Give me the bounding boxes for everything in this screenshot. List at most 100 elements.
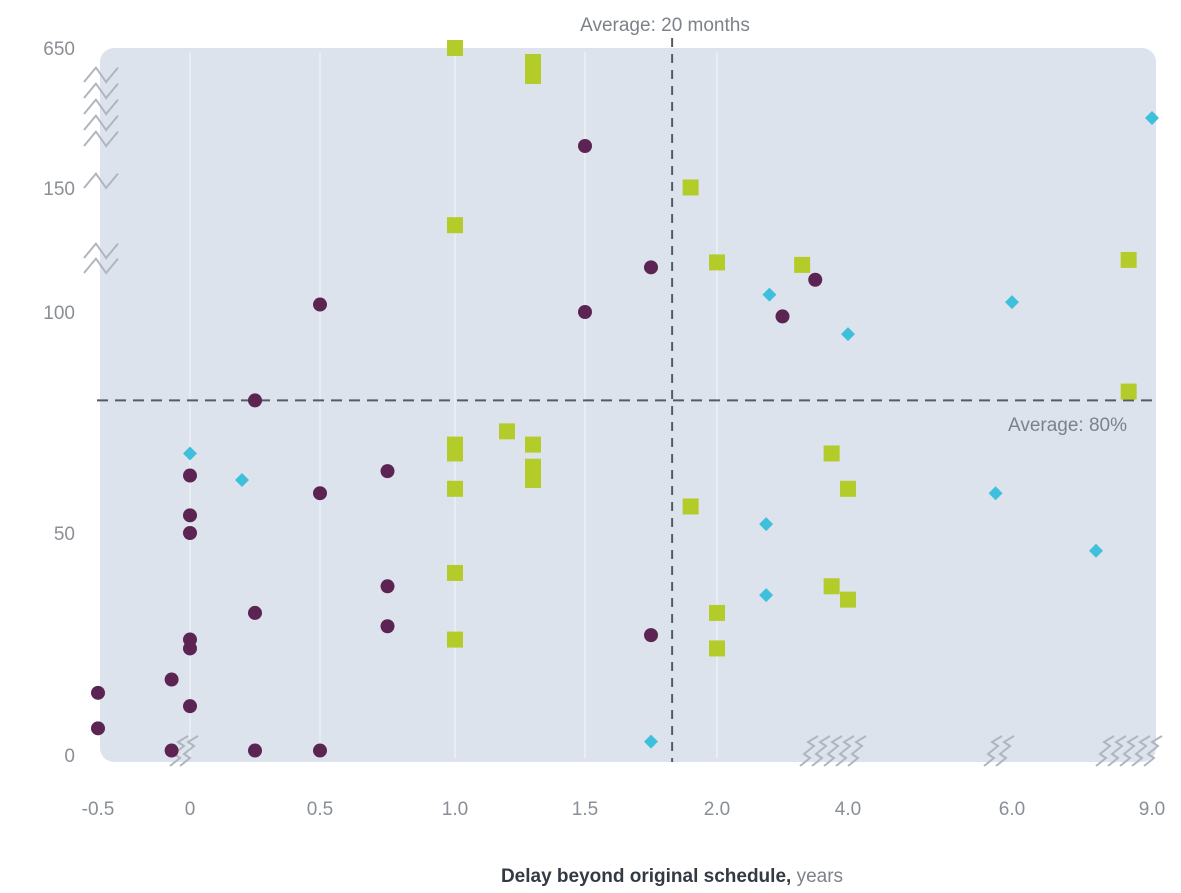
axis-breaks [83, 65, 1163, 767]
y-tick-labels: 0 50 100 150 650 [43, 39, 75, 767]
circle-point [380, 579, 395, 594]
diamond-point [759, 517, 774, 532]
y-axis-break-mark [83, 65, 119, 84]
circle-point [380, 464, 395, 479]
y-axis-break-mark [83, 81, 119, 100]
x-axis-break-mark [169, 735, 189, 767]
square-point [525, 54, 541, 70]
x-axis-break-mark [835, 735, 855, 767]
square-point [709, 640, 725, 657]
square-point [447, 445, 463, 462]
circle-point [313, 297, 327, 312]
circle-point [183, 526, 197, 540]
x-axis-break-mark [1131, 735, 1151, 767]
square-point [1120, 251, 1137, 268]
square-point [447, 631, 463, 648]
diamond-point [759, 588, 774, 603]
y-axis-break-mark [83, 171, 119, 190]
x-tick-label: -0.5 [82, 799, 115, 820]
circle-point [380, 619, 395, 634]
diamond-point [988, 486, 1003, 501]
x-tick-label: 0.5 [307, 799, 333, 820]
y-tick-label: 0 [64, 746, 75, 767]
avg-y-annotation: Average: 80% [1008, 415, 1127, 436]
circle-point [808, 272, 823, 287]
circle-point [313, 743, 327, 758]
circle-point [183, 699, 197, 714]
circle-point [644, 260, 658, 275]
x-axis-break-mark [823, 735, 843, 767]
y-axis-break-mark [83, 113, 119, 132]
circle-point [164, 743, 179, 758]
x-axis-break-mark [1095, 735, 1115, 767]
y-tick-label: 650 [43, 39, 75, 60]
circle-point [578, 305, 592, 319]
square-point [1120, 383, 1137, 400]
square-point [823, 445, 840, 462]
diamond-point [762, 287, 777, 302]
diamond-point [1089, 543, 1103, 558]
x-tick-label: 1.5 [572, 799, 598, 820]
circle-point [248, 393, 262, 408]
square-point [709, 254, 725, 271]
circle-point [91, 685, 105, 700]
x-tick-label: 6.0 [999, 799, 1025, 820]
x-axis-break-mark [847, 735, 867, 767]
x-axis-break-mark [995, 735, 1015, 767]
plot-area [100, 48, 1156, 762]
x-axis-label-unit: years [791, 866, 843, 887]
x-axis-break-mark [1143, 735, 1163, 767]
diamond-point [183, 446, 197, 461]
x-tick-label: 2.0 [704, 799, 730, 820]
square-point [525, 458, 541, 475]
circle-point [183, 641, 197, 656]
x-axis-label-bold: Delay beyond original schedule, [501, 866, 791, 887]
square-point [709, 604, 725, 621]
diamond-point [1005, 295, 1019, 310]
square-point [525, 68, 541, 84]
y-tick-label: 100 [43, 303, 75, 324]
circle-point [248, 605, 262, 620]
square-point [499, 423, 515, 440]
diamond-point [841, 327, 855, 342]
x-axis-break-mark [811, 735, 831, 767]
average-lines [97, 38, 1157, 762]
x-tick-label: 9.0 [1139, 799, 1165, 820]
square-point [447, 40, 463, 56]
circle-point [313, 486, 327, 501]
circle-point [644, 628, 658, 643]
square-point [840, 480, 856, 497]
data-points [91, 40, 1159, 758]
square-point [447, 217, 463, 234]
square-point [794, 256, 811, 273]
diamond-point [235, 472, 249, 487]
y-axis-break-mark [83, 256, 119, 275]
square-point [682, 179, 699, 196]
x-axis-break-mark [1119, 735, 1139, 767]
square-point [823, 578, 840, 595]
x-axis-label: Delay beyond original schedule, years [501, 866, 843, 887]
circle-point [183, 468, 197, 483]
x-tick-label: 0 [185, 799, 196, 820]
y-axis-break-mark [83, 241, 119, 260]
y-tick-label: 150 [43, 179, 75, 200]
square-point [682, 498, 699, 515]
x-axis-break-mark [179, 735, 199, 767]
square-point [525, 436, 541, 453]
circle-point [248, 743, 262, 758]
avg-x-annotation: Average: 20 months [580, 15, 750, 36]
square-point [447, 564, 463, 581]
circle-point [775, 309, 790, 324]
x-axis-break-mark [799, 735, 819, 767]
x-tick-labels: -0.5 0 0.5 1.0 1.5 2.0 4.0 6.0 9.0 [82, 799, 1166, 820]
y-tick-label: 50 [54, 524, 75, 545]
square-point [447, 480, 463, 497]
circle-point [578, 139, 592, 153]
square-point [840, 591, 856, 608]
diamond-point [644, 734, 658, 749]
square-point [525, 471, 541, 488]
x-axis-break-mark [983, 735, 1003, 767]
x-axis-break-mark [1107, 735, 1127, 767]
x-tick-label: 4.0 [835, 799, 861, 820]
